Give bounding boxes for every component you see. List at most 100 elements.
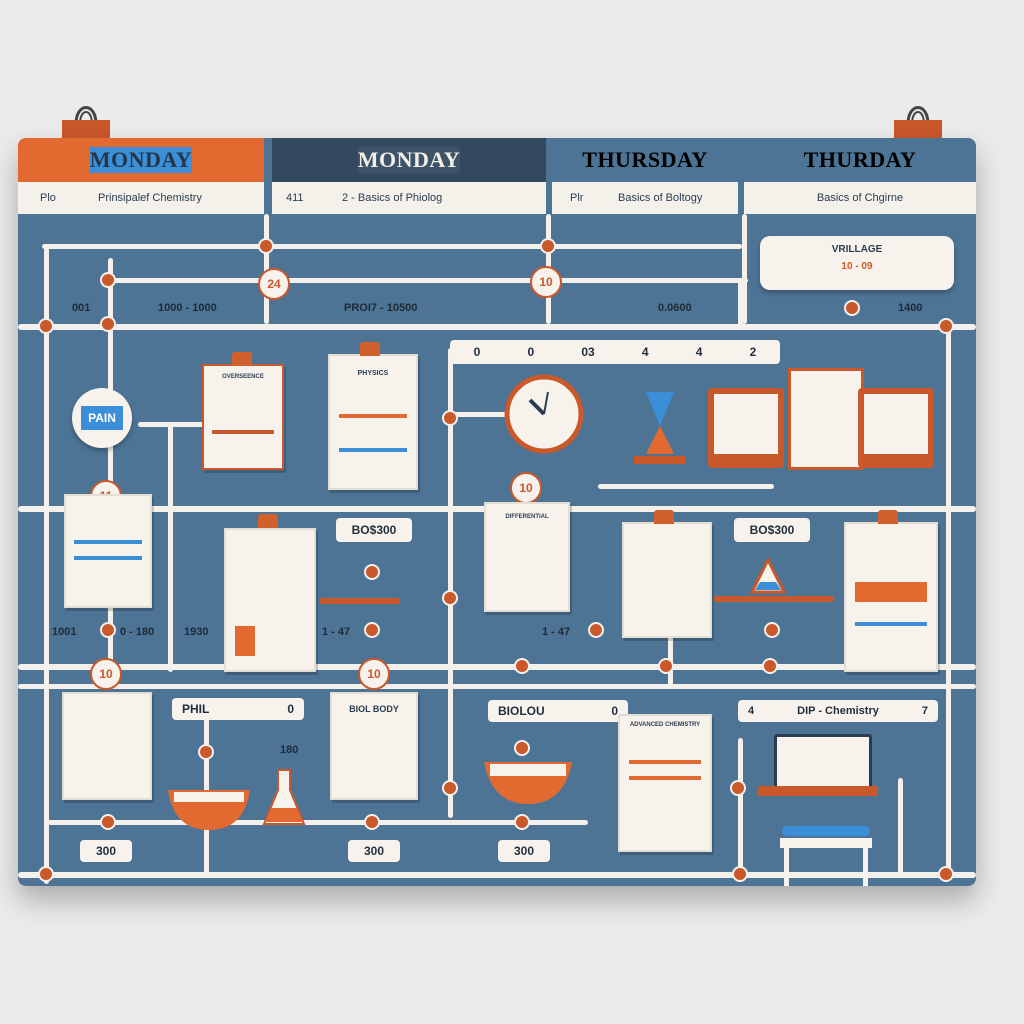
room-pill[interactable]: 300 [348, 840, 400, 862]
day-header-2[interactable]: MONDAY [272, 138, 546, 182]
date-badge[interactable]: 24 [258, 268, 290, 300]
connector-node [258, 238, 274, 254]
bowl-icon [480, 756, 576, 808]
class-card[interactable] [224, 528, 316, 672]
day-header-label: MONDAY [89, 147, 193, 173]
connector-node [764, 622, 780, 638]
connector-node [658, 658, 674, 674]
card-title: ADVANCED CHEMISTRY [629, 722, 701, 728]
connector-node [100, 622, 116, 638]
book-icon [788, 368, 864, 470]
day-subtitle-2: 411 2 - Basics of Phiolog [272, 182, 546, 214]
connector-node [514, 740, 530, 756]
room-pill[interactable]: 300 [498, 840, 550, 862]
schedule-board: MONDAY MONDAY THURSDAY THURDAY Plo Prins… [18, 138, 976, 886]
connector-node [442, 780, 458, 796]
connector-line [204, 698, 209, 878]
class-card[interactable] [62, 692, 152, 800]
notice-text: 10 - 09 [841, 261, 873, 272]
day-subtitle-3: Plr Basics of Boltogy [552, 182, 738, 214]
time-label: 001 [72, 302, 91, 314]
connector-line [668, 608, 673, 688]
course-title: 2 - Basics of Phiolog [342, 192, 443, 204]
room-pill[interactable]: BO$300 [336, 518, 412, 542]
room-pill[interactable]: BO$300 [734, 518, 810, 542]
strip-num: 0 [287, 702, 294, 716]
timeline-tick: 0 [473, 345, 481, 359]
course-strip[interactable]: PHIL 0 [172, 698, 304, 720]
connector-line [48, 820, 588, 825]
class-card[interactable] [64, 494, 152, 608]
flask-icon [748, 556, 788, 596]
connector-line [448, 412, 548, 417]
card-title: PHYSICS [357, 370, 389, 377]
day-header-label: MONDAY [357, 147, 461, 173]
class-card[interactable]: ADVANCED CHEMISTRY [618, 714, 712, 852]
room-pill[interactable]: 300 [80, 840, 132, 862]
timeline-tick: 03 [581, 345, 595, 359]
card-title: OVERSEENCE [222, 374, 264, 380]
date-badge[interactable]: 10 [530, 266, 562, 298]
small-number: 180 [280, 744, 299, 756]
course-code: 411 [286, 192, 304, 204]
desk [758, 786, 878, 796]
class-card[interactable]: PHYSICS [328, 354, 418, 490]
notice-title: VRILLAGE [831, 244, 883, 255]
strip-label: DIP - Chemistry [797, 705, 879, 717]
connector-line [738, 738, 743, 878]
connector-line [598, 484, 774, 489]
day-header-1[interactable]: MONDAY [18, 138, 264, 182]
strip-label: BIOLOU [498, 704, 545, 718]
class-card[interactable]: OVERSEENCE [202, 364, 284, 470]
hourglass-icon [632, 390, 688, 464]
course-strip[interactable]: 4 DIP - Chemistry 7 [738, 700, 938, 722]
day-subtitle-4: Basics of Chgirne [744, 182, 976, 214]
card-title: DIFFERENTIAL [505, 514, 549, 520]
connector-node [588, 622, 604, 638]
strip-label: PHIL [182, 702, 210, 716]
connector-line [742, 214, 747, 324]
class-card[interactable] [844, 522, 938, 672]
date-badge[interactable]: 10 [510, 472, 542, 504]
connector-line [42, 244, 742, 249]
shelf [714, 596, 834, 602]
connector-node [38, 866, 54, 882]
bowl-icon [164, 784, 254, 834]
time-label: 1 - 47 [542, 626, 571, 638]
time-label: 1930 [184, 626, 209, 638]
time-label: 1001 [52, 626, 77, 638]
timeline-tick: 4 [695, 345, 703, 359]
connector-line [738, 278, 743, 328]
connector-node [100, 814, 116, 830]
pain-label: PAIN [81, 406, 123, 430]
connector-node [442, 590, 458, 606]
class-card[interactable]: BIOL BODY [330, 692, 418, 800]
timeline-bar[interactable]: 0 0 03 4 4 2 [450, 340, 780, 364]
timeline-tick: 2 [749, 345, 757, 359]
notice-card[interactable]: VRILLAGE 10 - 09 [760, 236, 954, 290]
connector-node [540, 238, 556, 254]
date-badge[interactable]: 10 [358, 658, 390, 690]
course-strip[interactable]: BIOLOU 0 [488, 700, 628, 722]
class-card[interactable]: DIFFERENTIAL [484, 502, 570, 612]
binder-clip-right [890, 96, 946, 144]
connector-line [18, 664, 976, 670]
time-label: 1000 - 1000 [158, 302, 217, 314]
course-code: Plo [40, 192, 56, 204]
date-badge[interactable]: 10 [90, 658, 122, 690]
connector-line [18, 324, 976, 330]
connector-node [938, 318, 954, 334]
connector-node [198, 744, 214, 760]
class-card[interactable] [622, 522, 712, 638]
card-clip [654, 510, 674, 524]
day-header-3[interactable]: THURSDAY [552, 138, 738, 182]
strip-num: 7 [921, 705, 928, 717]
card-clip [360, 342, 380, 356]
day-header-4[interactable]: THURDAY [744, 138, 976, 182]
pain-card[interactable]: PAIN [72, 388, 132, 448]
connector-node [100, 272, 116, 288]
strip-num: 0 [611, 704, 618, 718]
chair-icon [778, 826, 874, 886]
shelf [320, 598, 400, 604]
day-header-label: THURDAY [803, 147, 917, 172]
